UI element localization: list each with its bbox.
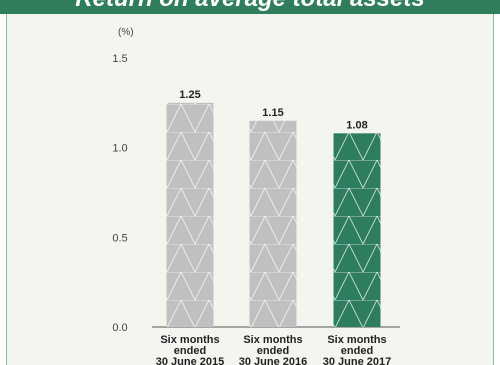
y-tick-label: 0.5 <box>112 232 127 244</box>
x-tick-label: 30 June 2017 <box>323 356 392 365</box>
x-tick-label: 30 June 2015 <box>156 356 225 365</box>
y-tick-label: 0.0 <box>112 322 127 334</box>
title-bar: Return on average total assets <box>0 0 500 14</box>
y-unit-label: (%) <box>118 27 134 38</box>
x-tick-label: ended <box>174 345 206 357</box>
x-tick-label: Six months <box>243 334 302 346</box>
x-tick-label: ended <box>257 345 289 357</box>
data-label: 1.15 <box>262 107 283 119</box>
bar-pattern <box>249 120 297 328</box>
y-tick-label: 1.5 <box>112 53 127 65</box>
bar-pattern <box>333 133 381 327</box>
x-tick-label: 30 June 2016 <box>239 356 308 365</box>
x-tick-label: Six months <box>160 334 219 346</box>
x-tick-label: ended <box>341 345 373 357</box>
y-tick-label: 1.0 <box>112 143 127 155</box>
chart-title: Return on average total assets <box>0 0 500 11</box>
data-label: 1.25 <box>179 89 200 101</box>
bar-pattern <box>166 102 214 327</box>
data-label: 1.08 <box>346 119 367 131</box>
x-tick-label: Six months <box>327 334 386 346</box>
